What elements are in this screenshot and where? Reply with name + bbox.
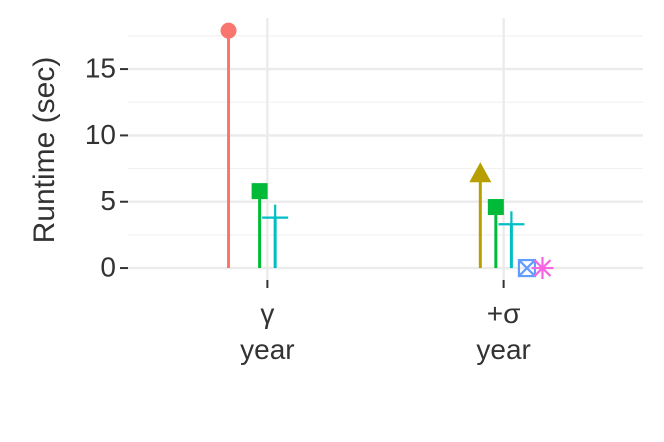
point xyxy=(469,162,492,183)
marker xyxy=(251,183,268,200)
point xyxy=(531,257,554,280)
point xyxy=(518,259,536,277)
point xyxy=(220,22,237,39)
marker xyxy=(498,211,525,238)
marker xyxy=(531,257,554,280)
marker xyxy=(469,162,492,183)
point xyxy=(487,199,504,216)
y-tick-label: 0 xyxy=(100,251,116,282)
marker xyxy=(487,199,504,216)
marker xyxy=(262,204,289,231)
y-tick-label: 5 xyxy=(100,185,116,216)
point xyxy=(251,183,268,200)
marker xyxy=(220,22,237,39)
y-axis-title: Runtime (sec) xyxy=(28,57,61,244)
y-tick-label: 10 xyxy=(85,119,116,150)
y-tick-label: 15 xyxy=(85,52,116,83)
x-tick-label: +σ year xyxy=(476,298,531,365)
x-tick-label: γ year xyxy=(240,298,295,365)
